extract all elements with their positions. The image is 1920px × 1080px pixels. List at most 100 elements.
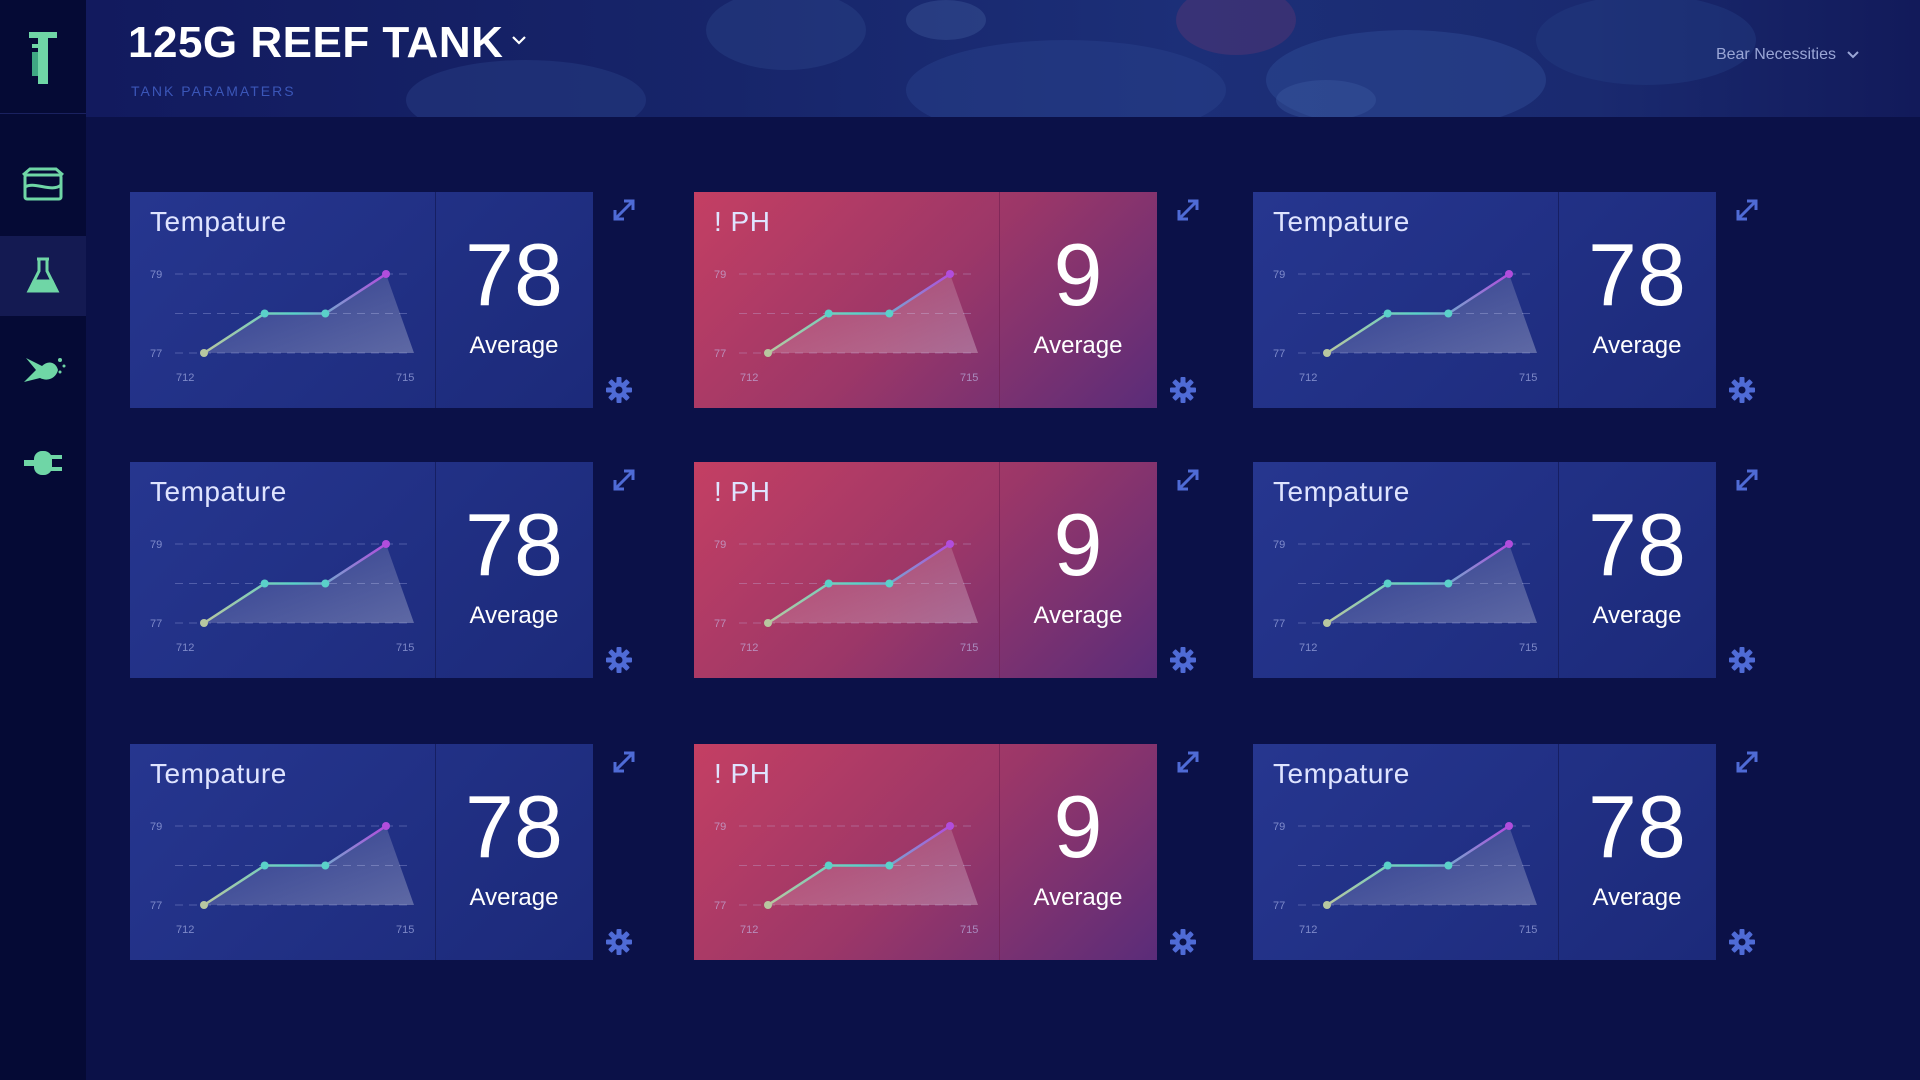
expand-icon[interactable]	[1733, 748, 1761, 781]
chart-point	[946, 270, 954, 278]
x-tick-label: 715	[396, 924, 414, 936]
chart-point	[1383, 309, 1392, 318]
chart-point	[260, 861, 269, 870]
chart-point	[1383, 861, 1392, 870]
expand-icon[interactable]	[1733, 196, 1761, 229]
chart-point	[764, 349, 772, 357]
chart-point	[824, 309, 833, 318]
chart-series-line	[1326, 824, 1510, 907]
card-line-chart: 79 77 712 715	[714, 269, 978, 384]
chart-point	[1444, 579, 1453, 588]
chart-point	[1323, 901, 1331, 909]
chart-point	[321, 861, 330, 870]
y-tick-label: 79	[714, 539, 726, 551]
chart-point	[824, 861, 833, 870]
settings-gear-icon[interactable]	[1728, 928, 1756, 961]
x-tick-label: 715	[1519, 372, 1537, 384]
settings-gear-icon[interactable]	[605, 646, 633, 679]
app-logo[interactable]	[0, 0, 86, 114]
chart-point	[321, 309, 330, 318]
card-line-chart: 79 77 712 715	[1273, 539, 1537, 654]
card-divider	[435, 192, 436, 408]
chart-point	[885, 579, 894, 588]
card-line-chart: 79 77 712 715	[714, 539, 978, 654]
chart-point	[382, 822, 390, 830]
sidebar	[0, 0, 86, 1080]
parameter-card[interactable]: 79 77 712 715 ! PH 9 Average	[694, 744, 1157, 960]
parameter-card[interactable]: 79 77 712 715 Tempature 78 Average	[130, 744, 593, 960]
tank-icon	[22, 167, 64, 201]
settings-gear-icon[interactable]	[605, 376, 633, 409]
chart-point	[321, 579, 330, 588]
chart-point	[1505, 540, 1513, 548]
x-tick-label: 712	[740, 642, 758, 654]
x-tick-label: 712	[176, 642, 194, 654]
card-divider	[999, 462, 1000, 678]
card-title: Tempature	[1273, 476, 1410, 507]
parameter-card[interactable]: 79 77 712 715 ! PH 9 Average	[694, 462, 1157, 678]
parameter-card[interactable]: 79 77 712 715 Tempature 78 Average	[1253, 744, 1716, 960]
sidebar-item-parameters[interactable]	[0, 236, 86, 316]
card-line-chart: 79 77 712 715	[150, 539, 414, 654]
x-tick-label: 715	[396, 642, 414, 654]
expand-icon[interactable]	[1174, 748, 1202, 781]
card-line-chart: 79 77 712 715	[150, 821, 414, 936]
chart-point	[885, 861, 894, 870]
card-value: 9	[1053, 777, 1103, 876]
chart-series-line	[203, 824, 387, 907]
expand-icon[interactable]	[610, 196, 638, 229]
x-tick-label: 712	[176, 372, 194, 384]
card-title: Tempature	[150, 758, 287, 789]
parameter-card[interactable]: 79 77 712 715 Tempature 78 Average	[1253, 462, 1716, 678]
sidebar-item-livestock[interactable]	[0, 331, 86, 411]
settings-gear-icon[interactable]	[605, 928, 633, 961]
card-divider	[1558, 462, 1559, 678]
x-tick-label: 715	[960, 924, 978, 936]
card-divider	[435, 744, 436, 960]
y-tick-label: 77	[1273, 900, 1285, 912]
parameter-card[interactable]: 79 77 712 715 ! PH 9 Average	[694, 192, 1157, 408]
card-value-label: Average	[1033, 884, 1123, 911]
card-value-label: Average	[1033, 602, 1123, 629]
x-tick-label: 715	[1519, 642, 1537, 654]
card-value-label: Average	[469, 602, 559, 629]
account-menu[interactable]: Bear Necessities	[1716, 46, 1860, 64]
card-value-label: Average	[1592, 332, 1682, 359]
y-tick-label: 79	[150, 539, 162, 551]
expand-icon[interactable]	[1174, 196, 1202, 229]
chart-point	[764, 901, 772, 909]
y-tick-label: 79	[1273, 821, 1285, 833]
chart-point	[1444, 861, 1453, 870]
chart-series-line	[1326, 542, 1510, 625]
expand-icon[interactable]	[610, 748, 638, 781]
sidebar-item-equipment[interactable]	[0, 423, 86, 503]
x-tick-label: 712	[740, 924, 758, 936]
y-tick-label: 79	[1273, 539, 1285, 551]
settings-gear-icon[interactable]	[1728, 646, 1756, 679]
parameter-card[interactable]: 79 77 712 715 Tempature 78 Average	[130, 192, 593, 408]
settings-gear-icon[interactable]	[1169, 376, 1197, 409]
parameter-card[interactable]: 79 77 712 715 Tempature 78 Average	[1253, 192, 1716, 408]
sidebar-item-tank[interactable]	[0, 145, 86, 225]
expand-icon[interactable]	[1174, 466, 1202, 499]
settings-gear-icon[interactable]	[1728, 376, 1756, 409]
card-title: Tempature	[150, 206, 287, 237]
page-subtitle: TANK PARAMATERS	[131, 83, 296, 99]
card-title: Tempature	[1273, 758, 1410, 789]
card-value-label: Average	[1592, 884, 1682, 911]
card-title: Tempature	[150, 476, 287, 507]
card-value: 9	[1053, 495, 1103, 594]
y-tick-label: 79	[1273, 269, 1285, 281]
parameter-card[interactable]: 79 77 712 715 Tempature 78 Average	[130, 462, 593, 678]
card-value: 78	[465, 225, 563, 324]
y-tick-label: 77	[714, 900, 726, 912]
expand-icon[interactable]	[1733, 466, 1761, 499]
card-value: 78	[1588, 225, 1686, 324]
chevron-down-icon[interactable]	[511, 34, 527, 46]
chart-point	[1505, 822, 1513, 830]
expand-icon[interactable]	[610, 466, 638, 499]
y-tick-label: 79	[150, 269, 162, 281]
settings-gear-icon[interactable]	[1169, 646, 1197, 679]
settings-gear-icon[interactable]	[1169, 928, 1197, 961]
